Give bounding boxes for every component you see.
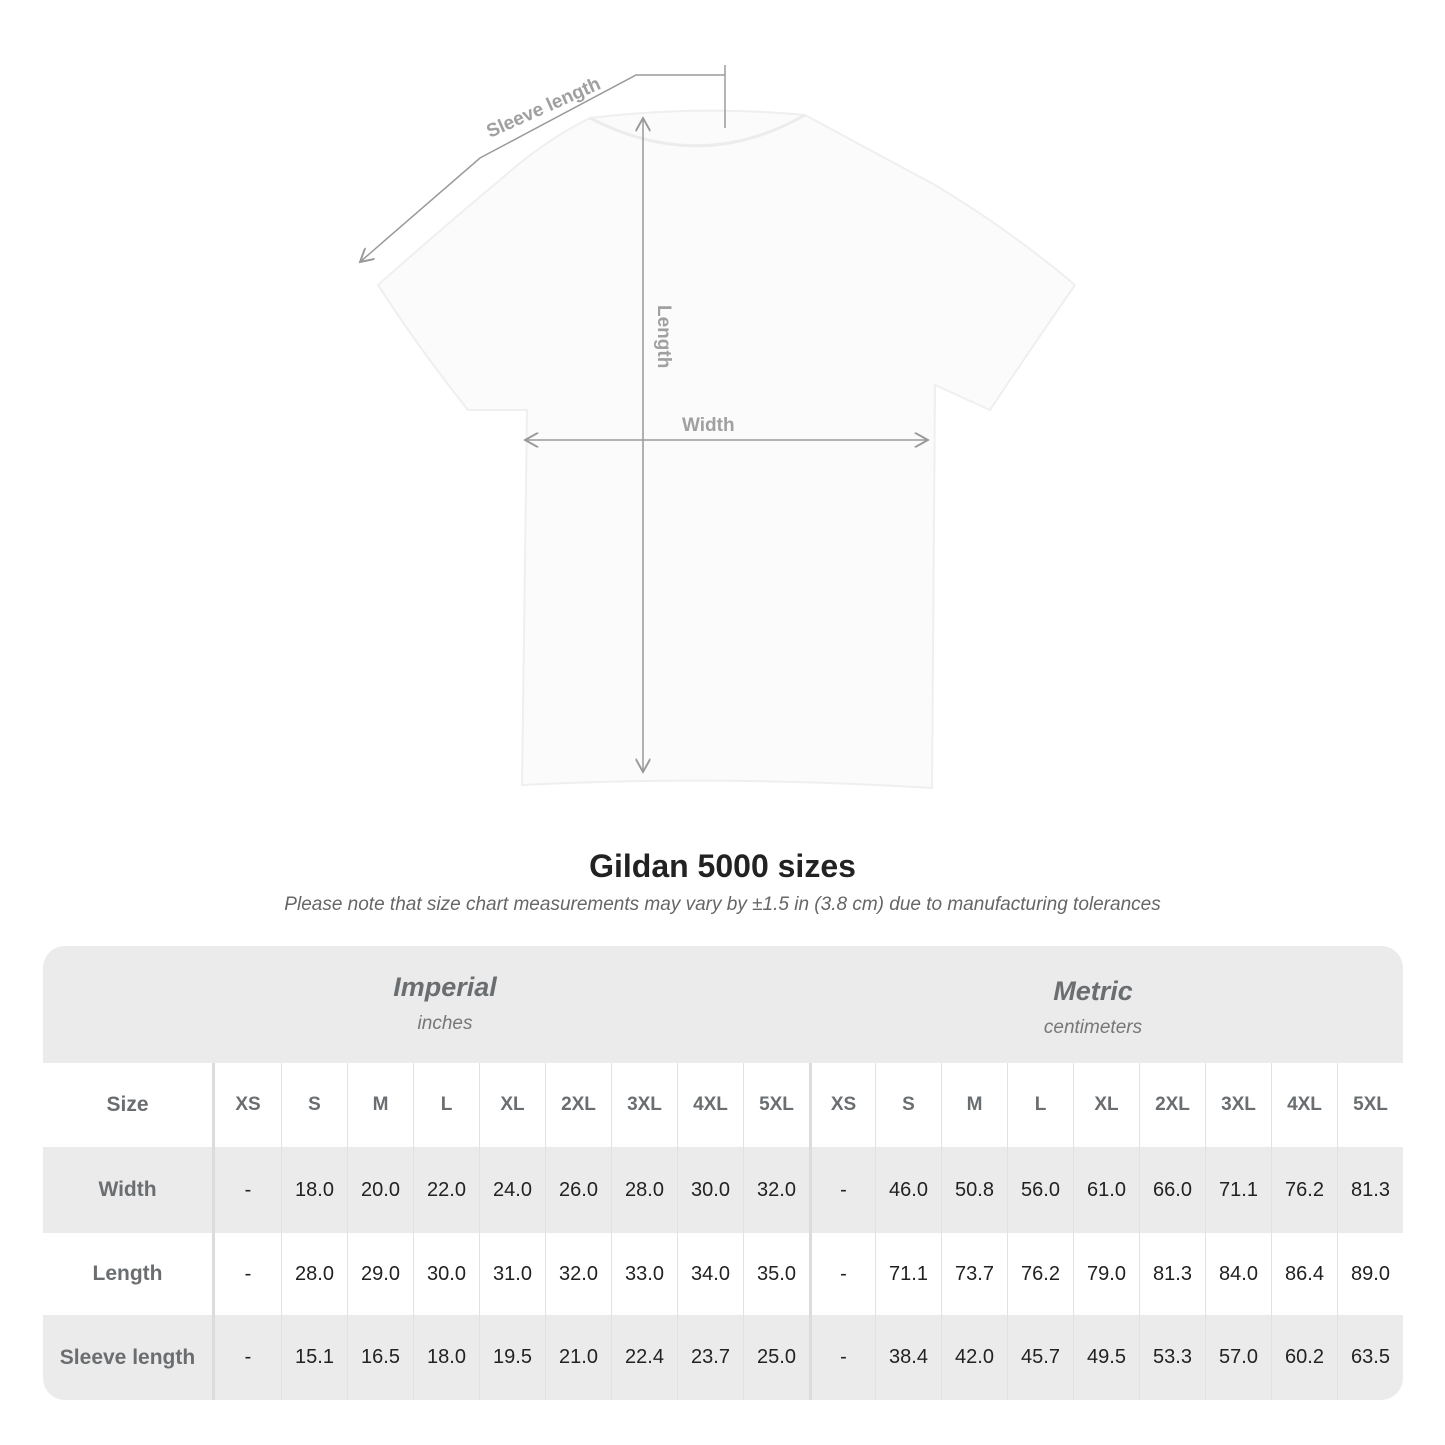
value-cell: 28.0 — [281, 1233, 347, 1315]
size-header-cell: L — [1007, 1063, 1073, 1147]
value-cell: - — [244, 1178, 252, 1201]
value-cell: - — [244, 1346, 252, 1368]
value-cell: - — [809, 1233, 875, 1315]
row-label: Length — [43, 1233, 215, 1315]
value-cell: 34.0 — [677, 1233, 743, 1315]
metric-unit: centimeters — [1043, 1017, 1143, 1038]
value-cell: 32.0 — [743, 1147, 809, 1233]
value-cell: 76.2 — [1271, 1147, 1337, 1233]
tshirt-shape — [376, 109, 1077, 790]
row-label: Width — [43, 1147, 215, 1233]
value-cell: 35.0 — [743, 1233, 809, 1315]
size-header-cell: 2XL — [545, 1063, 611, 1147]
size-header-cell: 4XL — [1271, 1063, 1337, 1147]
size-header-cell: XS — [235, 1094, 261, 1115]
value-cell: 46.0 — [875, 1147, 941, 1233]
imperial-unit: inches — [417, 1013, 473, 1034]
size-header-cell: 5XL — [1337, 1063, 1403, 1147]
metric-title: Metric — [1053, 976, 1133, 1006]
value-cell: 89.0 — [1337, 1233, 1403, 1315]
size-header-cell: 3XL — [1205, 1063, 1271, 1147]
value-cell: 79.0 — [1073, 1233, 1139, 1315]
size-header-cell: XL — [1073, 1063, 1139, 1147]
value-cell: 49.5 — [1073, 1315, 1139, 1400]
value-cell: 57.0 — [1205, 1315, 1271, 1400]
size-header-cell: S — [875, 1063, 941, 1147]
value-cell: 76.2 — [1007, 1233, 1073, 1315]
tshirt-diagram: Sleeve length Length Width — [0, 65, 1077, 790]
value-cell: 81.3 — [1337, 1147, 1403, 1233]
value-cell: 19.5 — [479, 1315, 545, 1400]
value-cell: 22.0 — [413, 1147, 479, 1233]
value-cell: 20.0 — [347, 1147, 413, 1233]
table-row: Length -28.0 29.0 30.0 31.0 32.0 33.0 34.0 35.0-… — [43, 1233, 1403, 1315]
width-label: Width — [682, 415, 735, 436]
value-cell: - — [809, 1315, 875, 1400]
size-table: Imperial inches Metric centimeters Size X… — [43, 946, 1403, 1400]
value-cell: 45.7 — [1007, 1315, 1073, 1400]
value-cell: 31.0 — [479, 1233, 545, 1315]
size-header-cell: L — [413, 1063, 479, 1147]
value-cell: 30.0 — [677, 1147, 743, 1233]
value-cell: 18.0 — [413, 1315, 479, 1400]
size-header-row: Size XS S M L XL 2XL 3XL 4XL 5XL XS S M L XL 2XL 3XL 4XL 5… — [43, 1063, 1403, 1147]
row-label: Size — [43, 1063, 215, 1147]
value-cell: 60.2 — [1271, 1315, 1337, 1400]
value-cell: 71.1 — [1205, 1147, 1271, 1233]
value-cell: 21.0 — [545, 1315, 611, 1400]
size-header-cell: S — [281, 1063, 347, 1147]
page-title: Gildan 5000 sizes — [589, 848, 856, 884]
size-header-cell: XL — [479, 1063, 545, 1147]
value-cell: 50.8 — [941, 1147, 1007, 1233]
value-cell: 42.0 — [941, 1315, 1007, 1400]
metric-header: Metric centimeters — [863, 976, 1323, 1039]
value-cell: - — [244, 1262, 252, 1285]
table-row: Width -18.0 20.0 22.0 24.0 26.0 28.0 30.0 32.0-4… — [43, 1147, 1403, 1233]
value-cell: 24.0 — [479, 1147, 545, 1233]
value-cell: 32.0 — [545, 1233, 611, 1315]
row-label: Sleeve length — [43, 1315, 215, 1400]
value-cell: 28.0 — [611, 1147, 677, 1233]
size-header-cell: 2XL — [1139, 1063, 1205, 1147]
value-cell: 56.0 — [1007, 1147, 1073, 1233]
value-cell: 15.1 — [281, 1315, 347, 1400]
value-cell: 61.0 — [1073, 1147, 1139, 1233]
table-header: Imperial inches Metric centimeters — [43, 946, 1403, 1063]
value-cell: 63.5 — [1337, 1315, 1403, 1400]
imperial-title: Imperial — [393, 972, 497, 1002]
tolerance-note: Please note that size chart measurements… — [284, 894, 1161, 915]
value-cell: 66.0 — [1139, 1147, 1205, 1233]
imperial-header: Imperial inches — [215, 972, 675, 1035]
size-header-cell: M — [941, 1063, 1007, 1147]
value-cell: - — [809, 1147, 875, 1233]
value-cell: 38.4 — [875, 1315, 941, 1400]
value-cell: 22.4 — [611, 1315, 677, 1400]
value-cell: 73.7 — [941, 1233, 1007, 1315]
length-label: Length — [653, 305, 674, 368]
sleeve-measure-line — [360, 74, 725, 262]
value-cell: 30.0 — [413, 1233, 479, 1315]
size-header-cell: XS — [809, 1063, 875, 1147]
size-header-cell: 4XL — [677, 1063, 743, 1147]
value-cell: 53.3 — [1139, 1315, 1205, 1400]
size-header-cell: 3XL — [611, 1063, 677, 1147]
value-cell: 81.3 — [1139, 1233, 1205, 1315]
value-cell: 71.1 — [875, 1233, 941, 1315]
value-cell: 84.0 — [1205, 1233, 1271, 1315]
value-cell: 25.0 — [743, 1315, 809, 1400]
size-header-cell: M — [347, 1063, 413, 1147]
value-cell: 26.0 — [545, 1147, 611, 1233]
value-cell: 86.4 — [1271, 1233, 1337, 1315]
value-cell: 16.5 — [347, 1315, 413, 1400]
value-cell: 33.0 — [611, 1233, 677, 1315]
value-cell: 29.0 — [347, 1233, 413, 1315]
table-row: Sleeve length - 15.1 16.5 18.0 19.5 21.0 22.4 23… — [43, 1315, 1403, 1400]
value-cell: 23.7 — [677, 1315, 743, 1400]
value-cell: 18.0 — [281, 1147, 347, 1233]
size-header-cell: 5XL — [743, 1063, 809, 1147]
